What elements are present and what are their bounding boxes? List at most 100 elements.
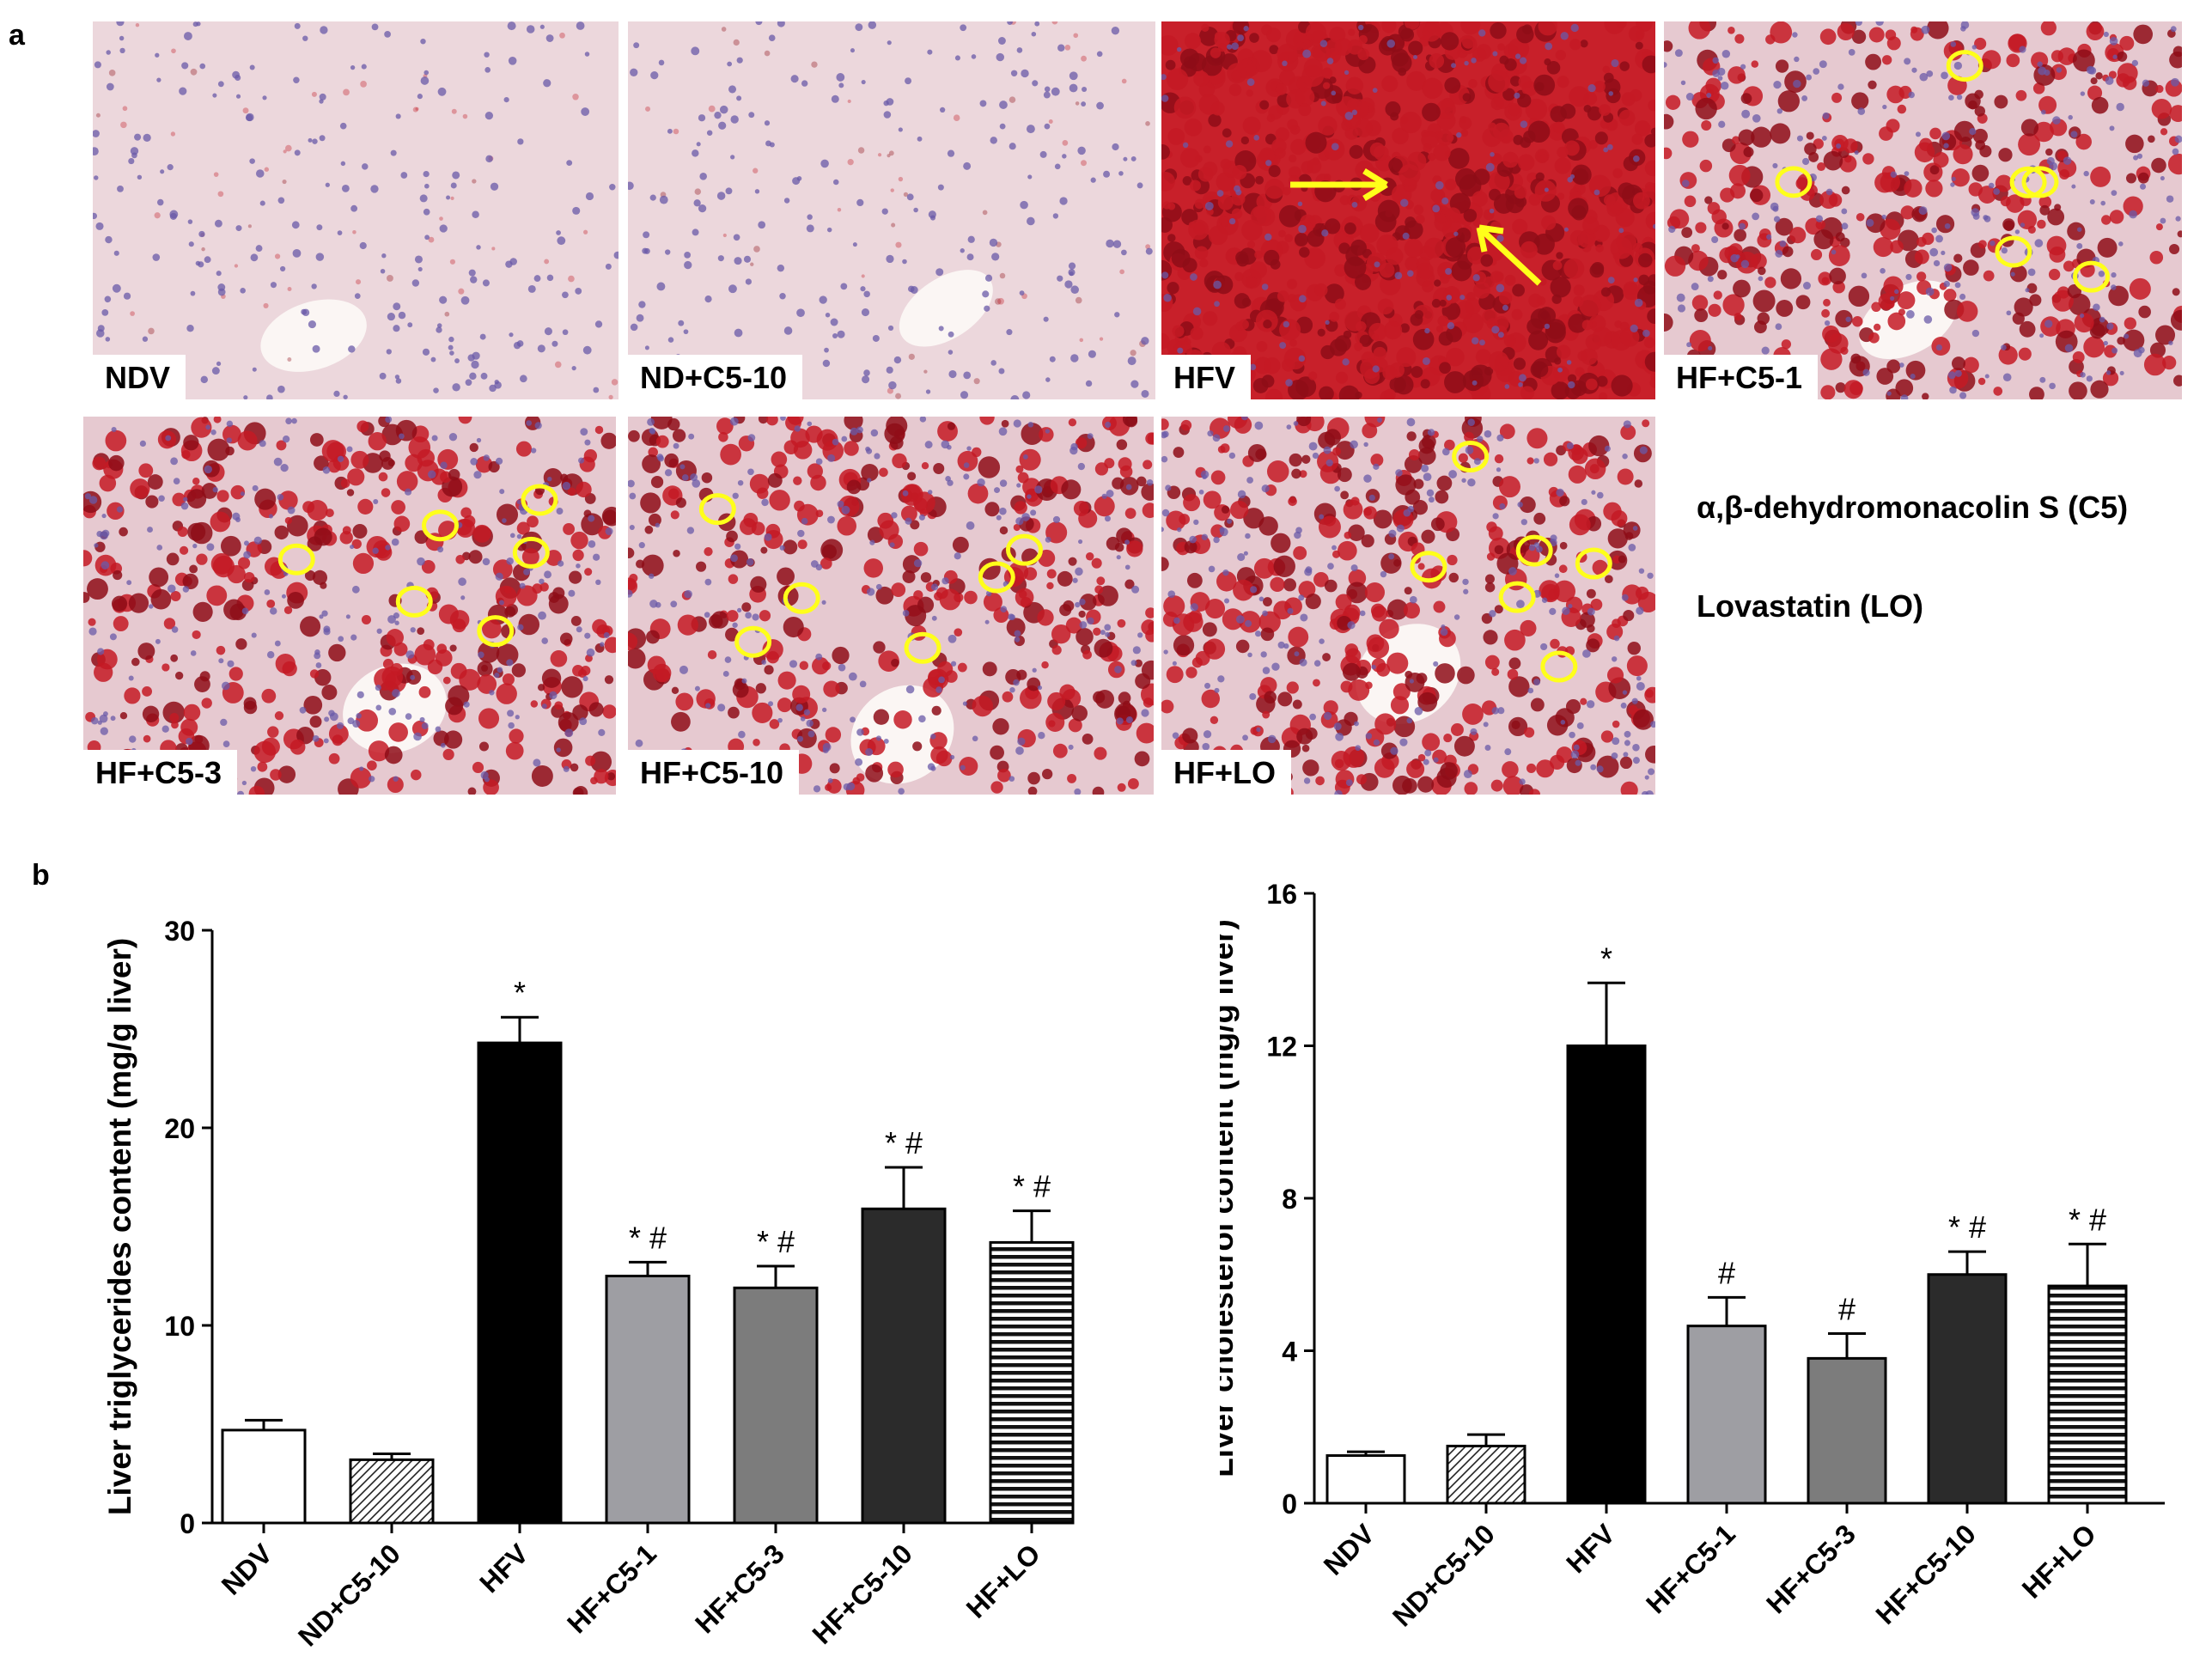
triglycerides-chart-svg: 0 10 20 30 Liver triglycerides content (mg/g… [102, 916, 1075, 1652]
marker-circle [734, 625, 772, 658]
x-tick-label: NDV [1318, 1518, 1381, 1581]
significance-label: * # [2069, 1202, 2106, 1237]
marker-circle [1005, 533, 1043, 566]
marker-circle [783, 582, 820, 614]
y-tick-label: 16 [1266, 879, 1297, 910]
marker-circle [1452, 440, 1490, 472]
cholesterol-chart: 0 4 8 12 16 Liver cholesterol content (mg/g l… [1204, 876, 2208, 1671]
x-tick-label: HF+C5-10 [1869, 1518, 1981, 1629]
x-tick-label: HFV [1560, 1518, 1621, 1579]
bar-hfv [477, 1041, 563, 1525]
marker-circle [521, 484, 558, 516]
y-tick-label: 30 [164, 916, 195, 947]
marker-circle [277, 543, 315, 576]
y-tick-label: 0 [180, 1508, 195, 1539]
arrow-marker [1476, 224, 1542, 286]
marker-circle [2073, 260, 2111, 293]
x-tick-label: HF+C5-1 [1640, 1518, 1741, 1619]
micrograph-label: HF+C5-10 [628, 750, 800, 795]
y-axis-label: Liver triglycerides content (mg/g liver) [102, 938, 137, 1515]
bar-hf-c5-10 [1927, 1273, 2008, 1505]
bar-nd-c5-10 [1446, 1444, 1526, 1505]
bar-hf-c5-3 [1807, 1356, 1887, 1505]
tissue-texture [628, 21, 1155, 399]
legend-lovastatin: Lovastatin (LO) [1697, 588, 1924, 624]
tissue-texture [628, 417, 1154, 795]
significance-label: * [514, 975, 526, 1010]
arrow-marker [1290, 168, 1388, 201]
micrograph-label: HF+C5-1 [1664, 355, 1819, 399]
x-tick-label: HF+LO [2016, 1518, 2102, 1604]
y-tick-label: 0 [1282, 1489, 1297, 1520]
marker-circle [1410, 551, 1447, 583]
legend-c5: α,β-dehydromonacolin S (C5) [1697, 490, 2129, 525]
micrograph-hfv: HFV [1161, 21, 1655, 399]
x-tick-label: ND+C5-10 [1386, 1518, 1501, 1632]
y-axis-label: Liver cholesterol content (mg/g liver) [1220, 919, 1240, 1477]
marker-circle [2021, 166, 2059, 198]
significance-label: * # [885, 1125, 923, 1160]
marker-circle [1946, 50, 1983, 82]
x-tick-label: HF+LO [960, 1538, 1046, 1623]
bar-hf-c5-3 [733, 1286, 819, 1525]
bar-hf-c5-10 [861, 1207, 947, 1525]
marker-circle [477, 615, 515, 648]
micrograph-ndv: NDV [93, 21, 619, 399]
panel-b-letter: b [32, 859, 50, 892]
tissue-texture [1664, 21, 2182, 399]
marker-circle [421, 509, 459, 542]
x-tick-label: HF+C5-3 [1760, 1518, 1862, 1619]
y-tick-label: 10 [164, 1311, 195, 1342]
marker-circle [395, 585, 433, 618]
micrograph-label: HF+C5-3 [83, 750, 238, 795]
y-tick-label: 4 [1282, 1337, 1297, 1367]
marker-circle [1515, 534, 1553, 567]
y-tick-label: 20 [164, 1113, 195, 1144]
micrograph-hf-c5-1: HF+C5-1 [1664, 21, 2182, 399]
x-tick-label: HF+C5-10 [806, 1538, 917, 1649]
bar-hf-c5-1 [1686, 1325, 1767, 1505]
micrograph-hf-c5-3: HF+C5-3 [83, 417, 616, 795]
micrograph-label: HF+LO [1161, 750, 1292, 795]
marker-circle [1775, 166, 1813, 198]
significance-label: # [1718, 1255, 1735, 1290]
bar-nd-c5-10 [349, 1458, 435, 1525]
bar-hf-c5-1 [605, 1275, 691, 1525]
marker-circle [978, 561, 1015, 594]
cholesterol-chart-svg: 0 4 8 12 16 Liver cholesterol content (mg/g l… [1204, 879, 2165, 1632]
marker-circle [904, 631, 941, 664]
significance-label: # [1838, 1292, 1856, 1327]
bar-hf-lo [989, 1240, 1075, 1525]
micrograph-label: HFV [1161, 355, 1251, 399]
significance-label: * # [629, 1220, 667, 1255]
x-tick-label: HF+C5-1 [561, 1538, 662, 1639]
bar-ndv [1325, 1454, 1406, 1505]
micrograph-nd-c5-10: ND+C5-10 [628, 21, 1155, 399]
significance-label: * # [1948, 1209, 1986, 1245]
panel-a-letter: a [9, 19, 25, 52]
marker-circle [2009, 166, 2047, 198]
marker-circle [1575, 547, 1612, 580]
tissue-texture [83, 417, 616, 795]
marker-circle [512, 536, 550, 569]
bar-hfv [1566, 1045, 1647, 1505]
significance-label: * # [757, 1224, 795, 1259]
marker-circle [1995, 235, 2032, 268]
micrograph-label: ND+C5-10 [628, 355, 803, 399]
tissue-texture [1161, 21, 1655, 399]
y-tick-label: 12 [1266, 1032, 1297, 1063]
triglycerides-chart: 0 10 20 30 Liver triglycerides content (mg/g… [86, 876, 1108, 1671]
micrograph-hf-lo: HF+LO [1161, 417, 1655, 795]
x-tick-label: NDV [216, 1538, 279, 1601]
x-tick-label: ND+C5-10 [292, 1538, 406, 1652]
x-tick-label: HFV [473, 1538, 534, 1599]
significance-label: * [1600, 941, 1612, 976]
tissue-texture [1161, 417, 1655, 795]
bar-ndv [221, 1428, 307, 1525]
marker-circle [698, 493, 736, 526]
marker-circle [1540, 650, 1578, 683]
micrograph-label: NDV [93, 355, 186, 399]
bar-hf-lo [2047, 1284, 2128, 1505]
x-tick-label: HF+C5-3 [689, 1538, 790, 1639]
y-tick-label: 8 [1282, 1184, 1297, 1215]
